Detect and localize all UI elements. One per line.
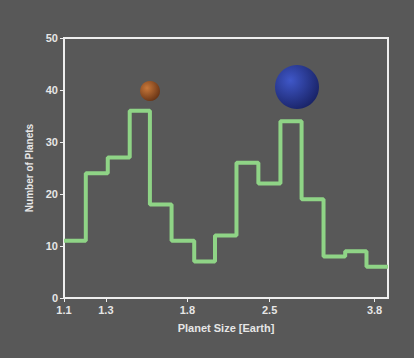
svg-text:Planet Size [Earth]: Planet Size [Earth] [178, 322, 275, 334]
svg-text:10: 10 [46, 240, 58, 252]
svg-text:30: 30 [46, 136, 58, 148]
svg-text:20: 20 [46, 188, 58, 200]
svg-text:1.1: 1.1 [56, 304, 71, 316]
svg-text:1.3: 1.3 [98, 304, 113, 316]
svg-text:Number of Planets: Number of Planets [24, 123, 35, 212]
svg-text:40: 40 [46, 84, 58, 96]
svg-text:50: 50 [46, 32, 58, 44]
svg-text:0: 0 [52, 292, 58, 304]
svg-text:1.8: 1.8 [180, 304, 195, 316]
svg-text:2.5: 2.5 [262, 304, 277, 316]
svg-text:3.8: 3.8 [367, 304, 382, 316]
